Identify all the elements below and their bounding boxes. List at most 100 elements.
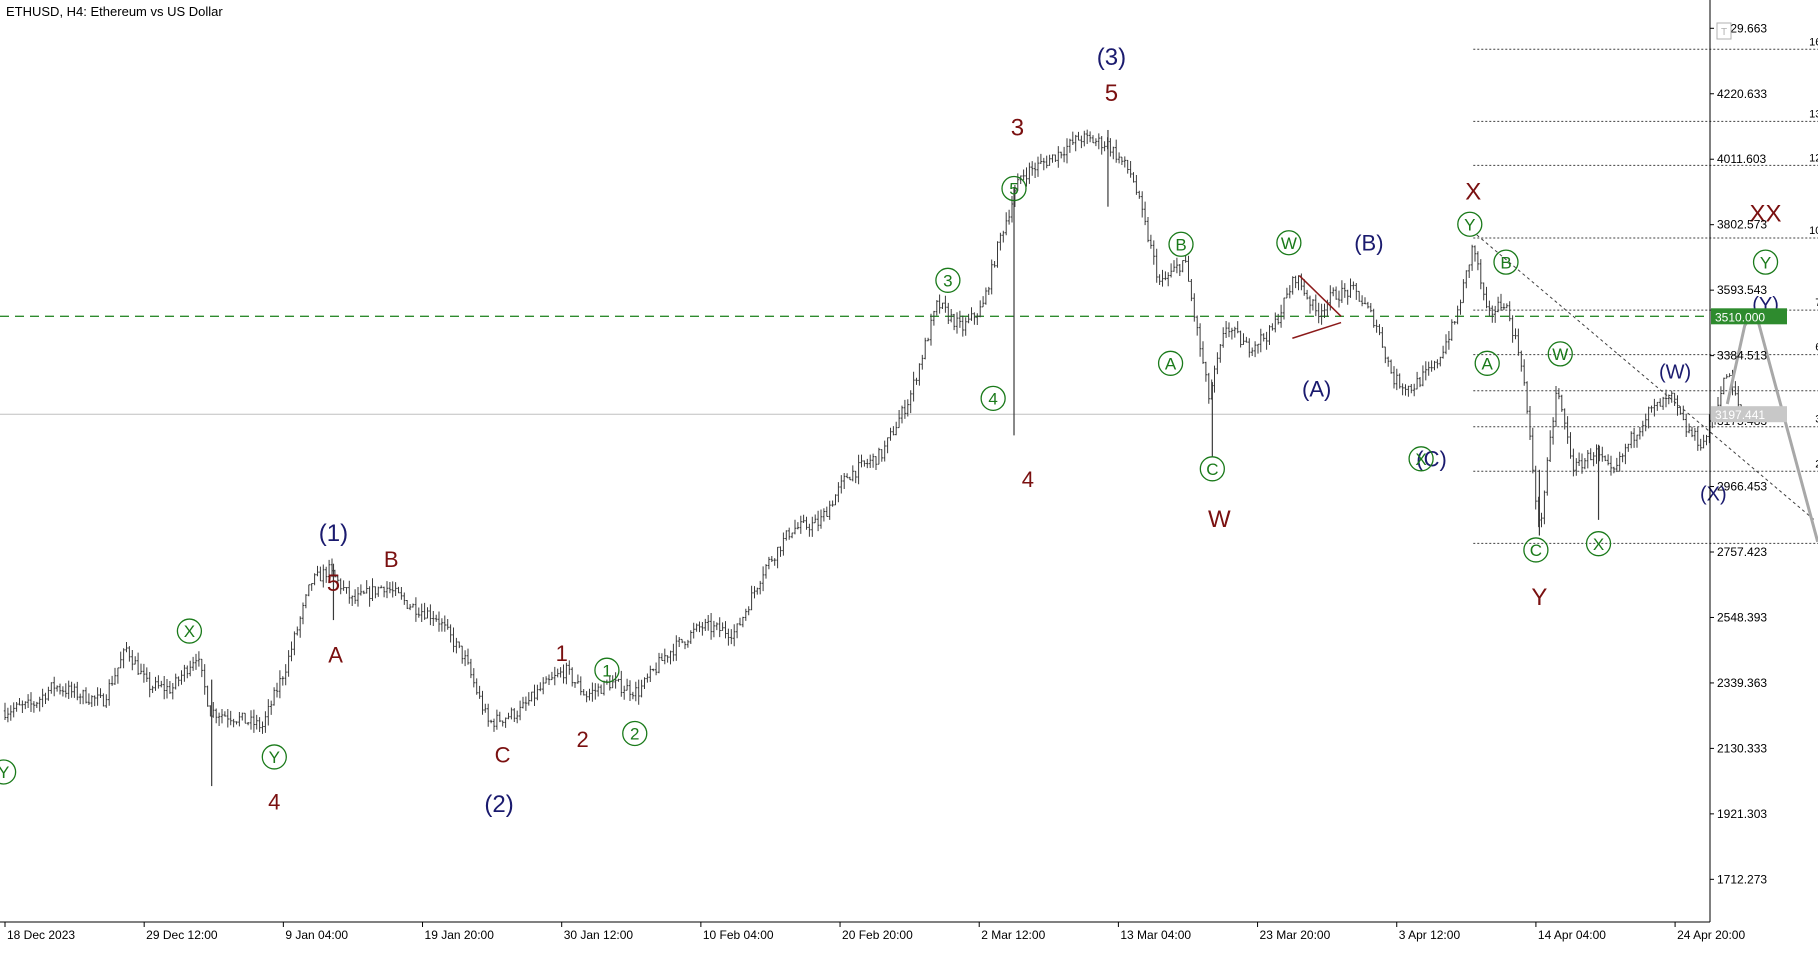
- price-tags-layer: 3510.000 3197.441: [1711, 308, 1787, 423]
- wave-label-circle: [1752, 249, 1779, 275]
- price-tick-label: 1921.303: [1717, 807, 1767, 821]
- wave-label-circle: [1585, 531, 1612, 557]
- wave-label: 5: [1105, 80, 1118, 107]
- price-tick-label: 2757.423: [1717, 545, 1767, 559]
- wave-label-circle: [1493, 249, 1519, 275]
- wave-label: (B): [1354, 231, 1383, 256]
- circled-wave-label: 3: [935, 267, 961, 293]
- circled-wave-label: 2: [622, 720, 648, 747]
- wave-label: Y: [1531, 584, 1547, 611]
- wave-label: 5: [327, 570, 340, 597]
- svg-text:T: T: [1721, 27, 1727, 38]
- candlestick-series: [3, 129, 1743, 734]
- trend-line: [1476, 234, 1815, 521]
- wave-label-circle: [176, 618, 203, 644]
- time-tick-label: 30 Jan 12:00: [564, 928, 634, 942]
- circled-wave-label: B: [1168, 231, 1194, 257]
- wave-label: X: [1465, 179, 1481, 206]
- wave-label: (C): [1416, 447, 1447, 472]
- time-tick-label: 29 Dec 12:00: [146, 928, 218, 942]
- time-tick-label: 24 Apr 20:00: [1677, 928, 1745, 942]
- wave-label-circle: [1168, 231, 1194, 257]
- wave-label: Y: [1464, 215, 1475, 234]
- wave-label: A: [1482, 354, 1494, 373]
- wave-label: 4: [1022, 467, 1034, 492]
- wave-label: X: [1593, 535, 1604, 554]
- circled-wave-label: Y: [0, 759, 17, 785]
- time-tick-label: 13 Mar 04:00: [1120, 928, 1191, 942]
- wave-label-circle: [261, 744, 287, 770]
- price-tick-label: 2548.393: [1717, 610, 1767, 624]
- wave-label: W: [1208, 506, 1231, 533]
- wave-label: 4: [988, 389, 997, 408]
- wave-label-circle: [1276, 230, 1302, 256]
- time-tick-label: 9 Jan 04:00: [285, 928, 348, 942]
- fib-level-label: 138.2: [1809, 108, 1818, 120]
- price-tag: [1711, 308, 1787, 325]
- wave-label-circle: [980, 385, 1006, 412]
- wave-label: (3): [1097, 44, 1126, 71]
- time-tick-label: 20 Feb 20:00: [842, 928, 913, 942]
- circled-wave-label: 5: [1001, 175, 1027, 202]
- wave-label: (4): [1817, 603, 1818, 630]
- wave-label-circle: [1523, 537, 1549, 563]
- price-tag-label: 3510.000: [1715, 310, 1765, 324]
- wave-label: C: [1530, 541, 1542, 560]
- circled-wave-label: Y: [261, 744, 287, 770]
- fib-level-label: 61.8: [1815, 342, 1818, 354]
- wave-label: 4: [268, 790, 280, 815]
- time-tick-label: 14 Apr 04:00: [1538, 928, 1606, 942]
- wave-label-circle: [1199, 456, 1225, 482]
- price-tag: [1711, 406, 1787, 423]
- fib-level-label: 38.2: [1815, 414, 1818, 426]
- price-tick-label: 2966.453: [1717, 480, 1767, 494]
- triangle-line: [1298, 275, 1342, 317]
- time-tick-label: 2 Mar 12:00: [981, 928, 1045, 942]
- circled-wave-label: C: [1523, 537, 1549, 563]
- wave-label: Y: [269, 748, 280, 767]
- wave-label: C: [1206, 460, 1218, 479]
- circled-wave-label: A: [1157, 350, 1184, 376]
- wave-label: W: [1281, 234, 1297, 253]
- circled-wave-label: Y: [1457, 211, 1483, 237]
- price-tick-label: 2130.333: [1717, 741, 1767, 755]
- wave-label-circle: [1408, 446, 1434, 472]
- candles-layer: [3, 129, 1743, 787]
- circled-wave-label: W: [1547, 341, 1573, 367]
- wave-label-circle: [622, 720, 648, 747]
- fib-level-label: 76.4: [1815, 297, 1818, 309]
- price-tick-label: 4220.633: [1717, 87, 1767, 101]
- wave-label: 5: [1009, 180, 1018, 199]
- price-tick-label: 3384.513: [1717, 349, 1767, 363]
- circled-wave-label: B: [1493, 249, 1519, 275]
- price-tick-label: 2339.363: [1717, 676, 1767, 690]
- wave-label: XX: [1750, 201, 1782, 228]
- time-tick-label: 3 Apr 12:00: [1399, 928, 1461, 942]
- chart-title: ETHUSD, H4: Ethereum vs US Dollar: [6, 4, 223, 19]
- wave-label-circle: [0, 759, 17, 785]
- circled-wave-label: A: [1474, 350, 1500, 376]
- wave-label-circle: [1001, 175, 1027, 202]
- wave-label: (X): [1700, 483, 1727, 505]
- circled-wave-label: X: [1585, 531, 1612, 557]
- scroll-marker-icon[interactable]: T: [1716, 22, 1732, 40]
- price-tick-label: 3802.573: [1717, 218, 1767, 232]
- wave-label: (2): [484, 791, 513, 818]
- circled-wave-label: W: [1276, 230, 1302, 256]
- axes-layer: [0, 0, 1711, 923]
- wave-label: 1: [556, 641, 568, 666]
- wave-label: C: [495, 743, 511, 768]
- wave-label: Y: [1760, 253, 1771, 272]
- wave-label: (1): [319, 520, 348, 547]
- wave-label-circle: [935, 267, 961, 293]
- fib-level-label: 123.8: [1809, 152, 1818, 164]
- fib-level-label: 161.8: [1809, 36, 1818, 48]
- circled-wave-label: X: [1408, 446, 1434, 472]
- wave-label: A: [1165, 354, 1177, 373]
- wave-label-circle: [1457, 211, 1483, 237]
- wave-label: (W): [1659, 361, 1691, 383]
- circled-wave-label: Y: [1752, 249, 1779, 275]
- horizontal-lines-layer: [0, 315, 1710, 415]
- price-tag-label: 3197.441: [1715, 408, 1765, 422]
